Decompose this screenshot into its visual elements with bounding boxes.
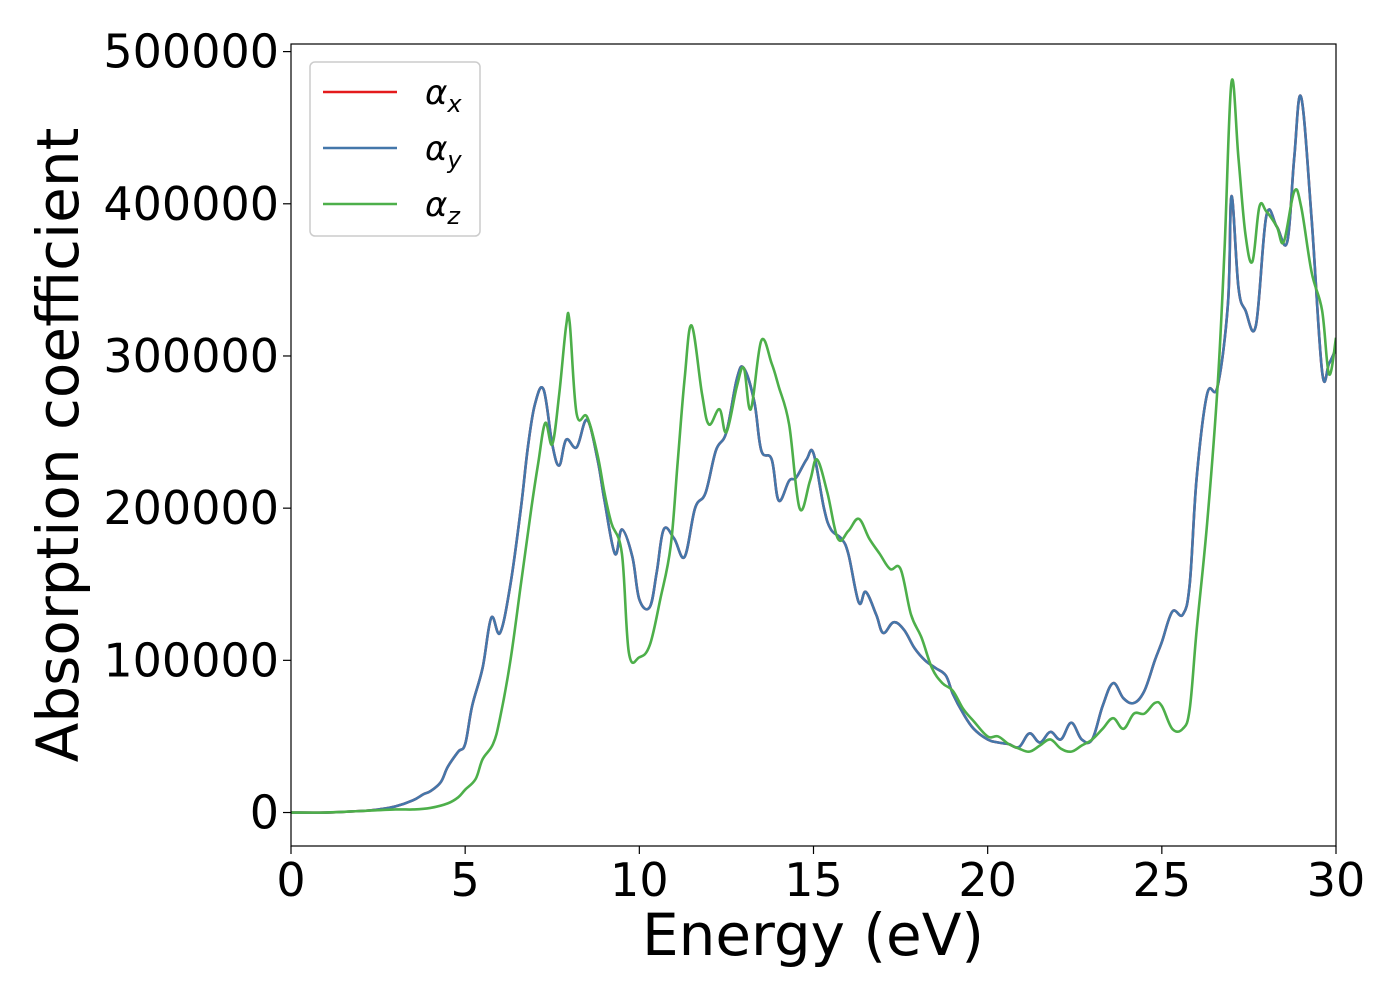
y-tick-label: 100000 — [103, 633, 279, 687]
x-tick-label: 30 — [1307, 853, 1366, 907]
series-line-y — [291, 94, 1336, 814]
x-tick-label: 15 — [784, 853, 843, 907]
legend-label: αx — [425, 73, 462, 118]
x-tick-label: 5 — [451, 853, 480, 907]
y-tick-label: 500000 — [103, 25, 279, 79]
x-tick-label: 20 — [958, 853, 1017, 907]
x-tick-label: 0 — [276, 853, 305, 907]
x-tick-label: 10 — [610, 853, 669, 907]
y-tick-label: 400000 — [103, 177, 279, 231]
x-axis-label: Energy (eV) — [642, 901, 984, 969]
y-tick-label: 0 — [250, 786, 279, 840]
legend: αx αy αz — [309, 61, 481, 237]
legend-label: αy — [425, 129, 462, 174]
legend-entry-z: αz — [323, 185, 461, 230]
y-axis-label: Absorption coefficient — [24, 128, 92, 763]
series-layer — [291, 78, 1336, 814]
series-line-z — [291, 78, 1336, 814]
x-tick-label: 25 — [1133, 853, 1192, 907]
y-tick-label: 300000 — [103, 329, 279, 383]
ticks-layer: 0 5 10 15 20 25 30 0 100000 200000 300000 400000 500… — [103, 25, 1365, 907]
legend-entry-y: αy — [323, 129, 462, 174]
legend-label: αz — [425, 185, 461, 230]
y-tick-label: 200000 — [103, 481, 279, 535]
legend-entry-x: αx — [323, 73, 462, 118]
